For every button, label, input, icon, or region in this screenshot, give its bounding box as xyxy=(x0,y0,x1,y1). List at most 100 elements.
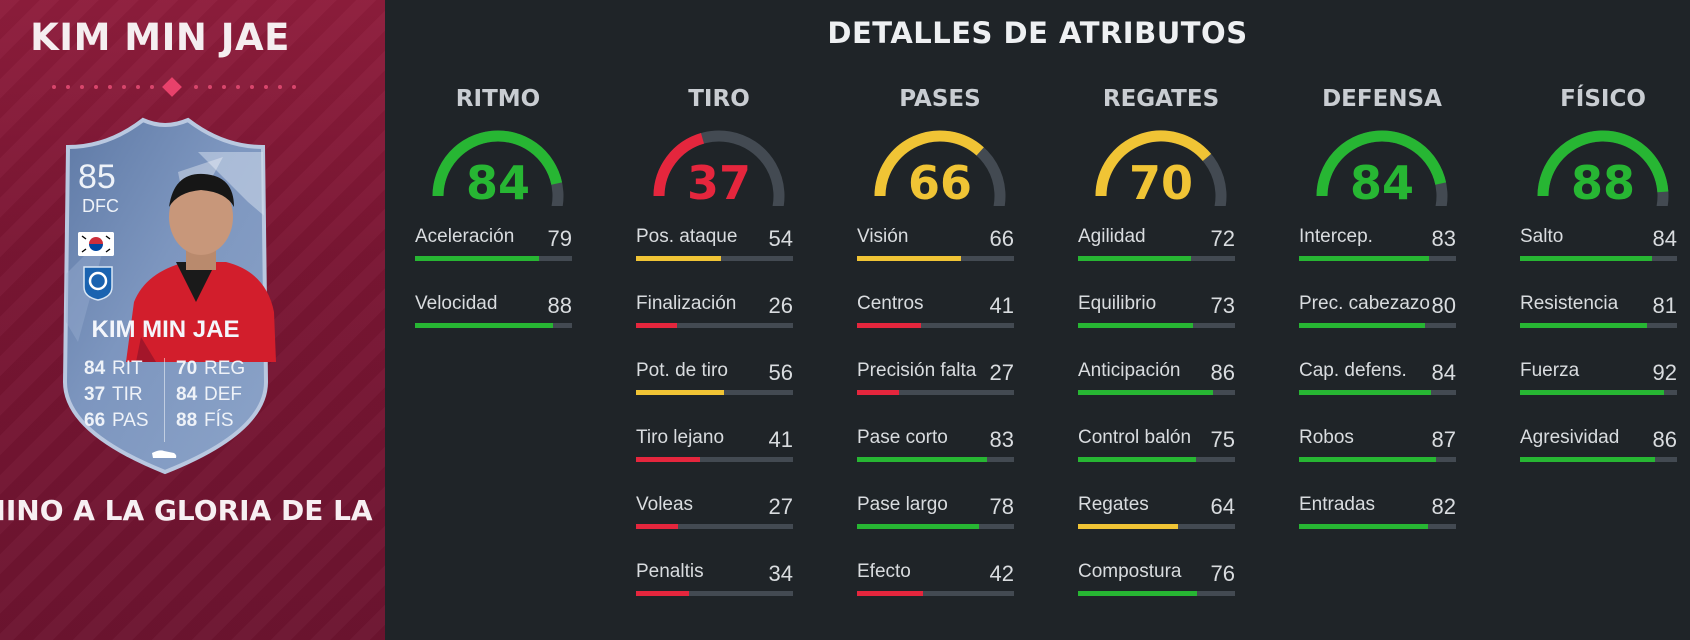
category-rating: 84 xyxy=(465,156,530,210)
stat-row: Precisión falta 27 xyxy=(857,360,1014,400)
divider-dot xyxy=(66,85,70,89)
south-korea-flag-icon xyxy=(78,232,114,256)
stat-bar-track xyxy=(636,524,793,529)
divider-dot xyxy=(108,85,112,89)
stat-bar-fill xyxy=(636,591,690,596)
card-stat: 37 TIR xyxy=(84,384,143,405)
stat-bar-fill xyxy=(1520,323,1648,328)
stat-label: Intercep. xyxy=(1299,226,1373,247)
stat-value: 84 xyxy=(1431,360,1456,385)
stat-value: 75 xyxy=(1210,427,1235,452)
stat-label: Penaltis xyxy=(636,561,704,582)
divider-dot xyxy=(80,85,84,89)
player-name-heading: KIM MIN JAE xyxy=(30,16,290,59)
card-player-name: KIM MIN JAE xyxy=(91,316,240,343)
gauge-fill xyxy=(1095,130,1212,197)
stat-value: 88 xyxy=(547,293,572,318)
stat-value: 34 xyxy=(768,561,793,586)
player-photo xyxy=(126,173,276,362)
stat-bar-fill xyxy=(1078,323,1193,328)
category-title: FÍSICO xyxy=(1560,86,1646,112)
category-title: TIRO xyxy=(688,86,750,112)
category-title: RITMO xyxy=(455,86,541,112)
club-badge-icon xyxy=(83,266,113,301)
stat-bar-track xyxy=(1299,256,1456,261)
stat-row: Entradas 82 xyxy=(1299,494,1456,534)
stat-value: 80 xyxy=(1431,293,1456,318)
stat-value: 42 xyxy=(989,561,1014,586)
stat-bar-fill xyxy=(1299,256,1430,261)
player-card: 85 DFC KIM MIN JAE 84 RIT 37 TIR 66 PAS 70 R… xyxy=(48,112,283,480)
category-rating: 88 xyxy=(1570,156,1635,210)
stat-label: Visión xyxy=(857,226,909,247)
divider-dot xyxy=(94,85,98,89)
stat-bar-track xyxy=(415,323,572,328)
stat-row: Control balón 75 xyxy=(1078,427,1235,467)
stat-row: Robos 87 xyxy=(1299,427,1456,467)
stat-bar-fill xyxy=(1299,390,1431,395)
stat-value: 54 xyxy=(768,226,793,251)
category-rating: 84 xyxy=(1349,156,1414,210)
stat-bar-fill xyxy=(1078,524,1179,529)
stat-bar-fill xyxy=(1520,457,1656,462)
stat-value: 82 xyxy=(1431,494,1456,519)
card-stat: 84 DEF xyxy=(176,384,242,405)
gauge-fill xyxy=(1537,130,1669,197)
stat-bar-track xyxy=(1520,256,1677,261)
gauge-fill xyxy=(653,133,705,197)
stat-bar-fill xyxy=(1299,457,1436,462)
category-rating: 37 xyxy=(686,156,751,210)
gauge-fill xyxy=(432,130,563,197)
stat-bar-track xyxy=(857,256,1014,261)
gauge-fill xyxy=(1316,130,1447,197)
stat-row: Pase largo 78 xyxy=(857,494,1014,534)
stat-bar-track xyxy=(415,256,572,261)
stat-bar-fill xyxy=(636,323,677,328)
stat-label: Prec. cabezazo xyxy=(1299,293,1430,314)
divider-dot xyxy=(250,85,254,89)
card-stat: 84 RIT xyxy=(84,358,143,379)
stat-label: Entradas xyxy=(1299,494,1376,515)
stat-bar-track xyxy=(1299,457,1456,462)
stat-row: Velocidad 88 xyxy=(415,293,572,333)
stat-bar-fill xyxy=(636,524,679,529)
stat-bar-track xyxy=(857,323,1014,328)
stat-bar-track xyxy=(1520,457,1677,462)
stat-value: 81 xyxy=(1652,293,1677,318)
stat-bar-track xyxy=(1078,256,1235,261)
stat-bar-track xyxy=(636,457,793,462)
card-stat-divider xyxy=(164,358,165,442)
stat-bar-track xyxy=(1078,457,1235,462)
divider-dot xyxy=(136,85,140,89)
category-gauge xyxy=(1316,130,1448,206)
stat-label: Pase largo xyxy=(857,494,948,515)
stat-value: 79 xyxy=(547,226,572,251)
stat-bar-fill xyxy=(636,256,721,261)
stat-value: 27 xyxy=(989,360,1014,385)
card-stat: 88 FÍS xyxy=(176,410,234,431)
stat-bar-track xyxy=(1520,390,1677,395)
stat-row: Visión 66 xyxy=(857,226,1014,266)
stat-bar-track xyxy=(1299,323,1456,328)
stat-bar-track xyxy=(636,256,793,261)
divider-dot xyxy=(278,85,282,89)
stat-row: Aceleración 79 xyxy=(415,226,572,266)
stat-value: 26 xyxy=(768,293,793,318)
category-gauge xyxy=(432,130,564,206)
stat-bar-fill xyxy=(1078,591,1198,596)
stat-bar-fill xyxy=(857,457,988,462)
card-stat: 66 PAS xyxy=(84,410,149,431)
stat-bar-fill xyxy=(857,524,980,529)
stat-bar-track xyxy=(857,524,1014,529)
divider-dot xyxy=(236,85,240,89)
stat-value: 78 xyxy=(989,494,1014,519)
category-title: DEFENSA xyxy=(1322,86,1442,112)
category-rating: 66 xyxy=(907,156,972,210)
stat-row: Prec. cabezazo 80 xyxy=(1299,293,1456,333)
stat-row: Regates 64 xyxy=(1078,494,1235,534)
stat-label: Fuerza xyxy=(1520,360,1580,381)
stat-bar-track xyxy=(636,323,793,328)
stat-row: Equilibrio 73 xyxy=(1078,293,1235,333)
stat-row: Penaltis 34 xyxy=(636,561,793,601)
stat-label: Salto xyxy=(1520,226,1564,247)
